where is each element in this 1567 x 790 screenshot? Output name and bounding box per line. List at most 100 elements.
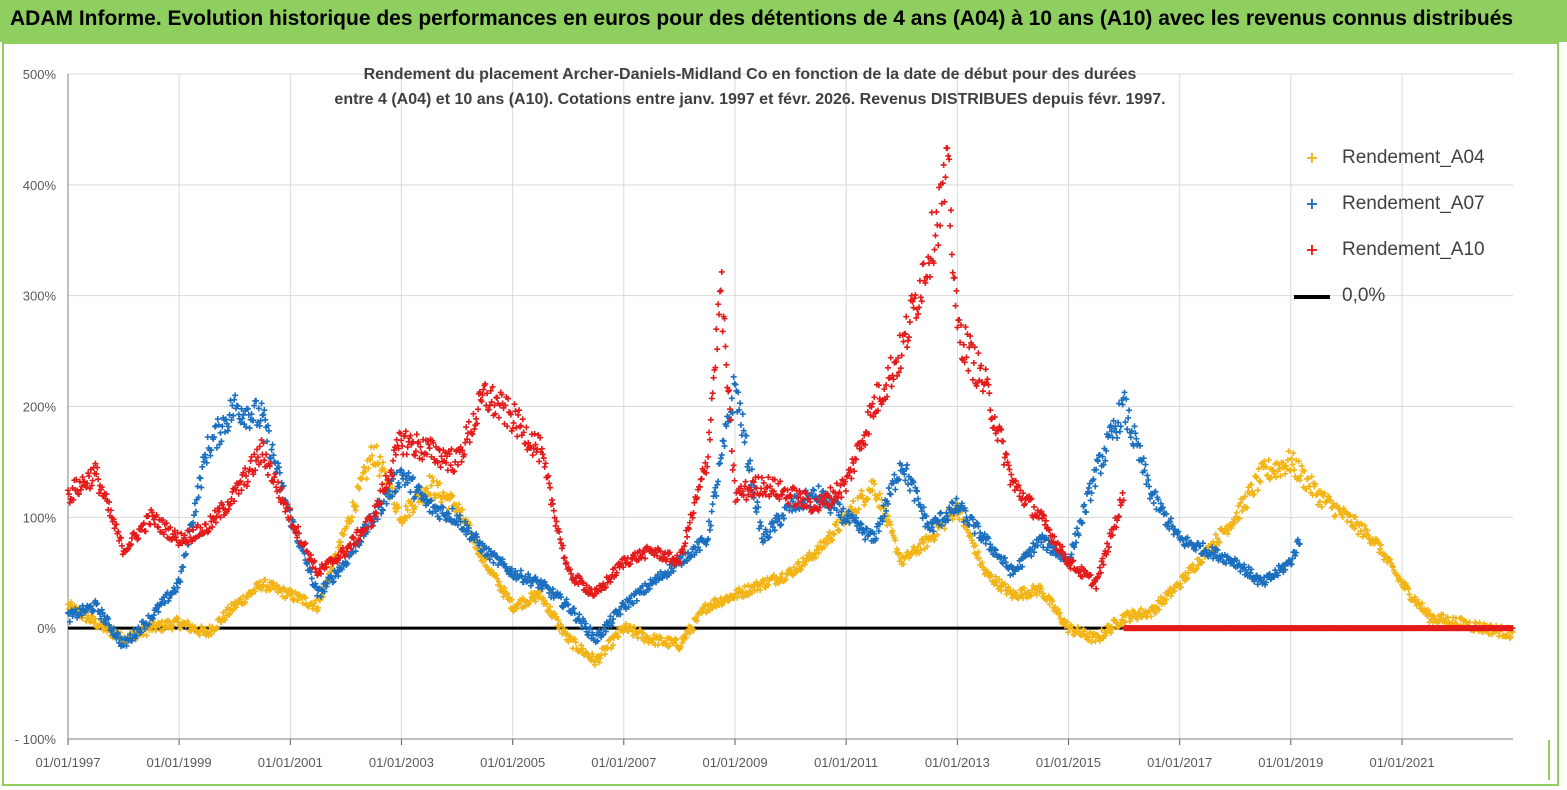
point-a04 (886, 518, 893, 525)
point-a07 (1119, 401, 1126, 408)
point-a10 (1051, 533, 1058, 540)
point-a07 (211, 434, 218, 441)
point-a04 (836, 527, 843, 534)
point-a10 (952, 302, 959, 309)
point-a07 (977, 529, 984, 536)
point-a07 (789, 507, 796, 514)
point-a07 (531, 575, 538, 582)
point-a10 (555, 525, 562, 532)
point-a10 (1082, 567, 1089, 574)
point-a07 (570, 605, 577, 612)
point-a10 (200, 530, 207, 537)
point-a10 (770, 488, 777, 495)
point-a04 (1290, 450, 1297, 457)
point-a07 (213, 444, 220, 451)
point-a07 (695, 538, 702, 545)
point-a04 (892, 537, 899, 544)
point-a10 (275, 479, 282, 486)
point-a10 (985, 381, 992, 388)
point-a10 (890, 376, 897, 383)
point-a04 (295, 596, 302, 603)
point-a07 (884, 500, 891, 507)
point-a07 (174, 584, 181, 591)
point-a10 (807, 498, 814, 505)
point-a10 (707, 416, 714, 423)
point-a07 (248, 411, 255, 418)
point-a07 (232, 392, 239, 399)
point-a07 (1127, 434, 1134, 441)
point-a07 (1293, 549, 1300, 556)
point-a07 (89, 606, 96, 613)
point-a07 (616, 606, 623, 613)
point-a04 (757, 587, 764, 594)
point-a04 (1171, 587, 1178, 594)
point-a07 (391, 489, 398, 496)
point-a07 (767, 528, 774, 535)
point-a04 (1040, 590, 1047, 597)
point-a10 (660, 554, 667, 561)
point-a07 (246, 425, 253, 432)
point-a07 (987, 541, 994, 548)
point-a07 (208, 447, 215, 454)
point-a07 (944, 513, 951, 520)
point-a07 (991, 546, 998, 553)
point-a10 (848, 475, 855, 482)
point-a04 (683, 634, 690, 641)
point-a10 (414, 440, 421, 447)
point-a07 (964, 517, 971, 524)
point-a07 (66, 618, 73, 625)
point-a07 (745, 460, 752, 467)
point-a04 (493, 572, 500, 579)
point-a10 (272, 470, 279, 477)
point-a10 (263, 451, 270, 458)
point-a04 (365, 465, 372, 472)
point-a04 (741, 583, 748, 590)
point-a10 (267, 460, 274, 467)
point-a04 (1351, 525, 1358, 532)
point-a07 (739, 411, 746, 418)
point-a04 (92, 615, 99, 622)
point-a10 (286, 505, 293, 512)
point-a07 (549, 585, 556, 592)
point-a07 (881, 513, 888, 520)
point-a07 (395, 479, 402, 486)
point-a10 (473, 415, 480, 422)
point-a10 (287, 514, 294, 521)
point-a04 (631, 623, 638, 630)
point-a04 (1312, 481, 1319, 488)
point-a10 (513, 424, 520, 431)
point-a10 (537, 434, 544, 441)
point-a07 (199, 463, 206, 470)
point-a04 (1298, 462, 1305, 469)
point-a10 (373, 510, 380, 517)
x-tick-label: 01/01/2011 (814, 755, 878, 770)
point-a07 (1100, 461, 1107, 468)
point-a10 (446, 450, 453, 457)
point-a04 (694, 617, 701, 624)
point-a10 (516, 423, 523, 430)
point-a10 (79, 474, 86, 481)
point-a07 (898, 462, 905, 469)
point-a04 (213, 624, 220, 631)
point-a07 (405, 469, 412, 476)
point-a07 (352, 548, 359, 555)
point-a04 (736, 585, 743, 592)
point-a04 (369, 452, 376, 459)
point-a04 (812, 554, 819, 561)
point-a10 (696, 483, 703, 490)
point-a10 (363, 526, 370, 533)
point-a10 (954, 324, 961, 331)
point-a07 (1248, 566, 1255, 573)
point-a10 (967, 333, 974, 340)
point-a07 (723, 423, 730, 430)
point-a10 (419, 456, 426, 463)
x-tick-label: 01/01/2017 (1147, 755, 1212, 770)
point-a04 (256, 578, 263, 585)
point-a10 (502, 402, 509, 409)
point-a04 (1287, 467, 1294, 474)
point-a10 (471, 426, 478, 433)
legend-label-a10: Rendement_A10 (1342, 239, 1485, 260)
point-a04 (972, 542, 979, 549)
point-a10 (726, 387, 733, 394)
point-a10 (810, 507, 817, 514)
